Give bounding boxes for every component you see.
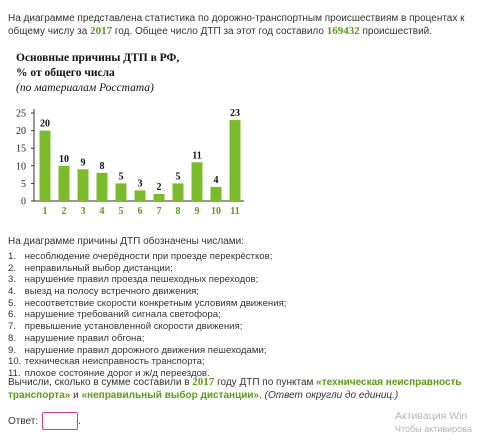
list-item: 7. превышение установленной скорости дви… bbox=[8, 321, 243, 333]
intro-year: 2017 bbox=[90, 25, 113, 37]
bar bbox=[153, 193, 165, 201]
list-item: 9. нарушение правил дорожного движения п… bbox=[8, 344, 267, 356]
bar bbox=[134, 190, 146, 201]
answer-row: Ответ: . bbox=[8, 412, 81, 430]
question-text: Вычисли, сколько в сумме составили в 201… bbox=[8, 376, 462, 401]
windows-activation-watermark: Активация Win Чтобы активирова bbox=[395, 410, 472, 433]
bar-value-label: 9 bbox=[81, 157, 86, 168]
bar-value-label: 4 bbox=[214, 175, 219, 186]
question-year: 2017 bbox=[192, 376, 215, 388]
intro-text: На диаграмме представлена статистика по … bbox=[8, 13, 465, 37]
list-item: 4. выезд на полосу встречного движения; bbox=[8, 286, 199, 298]
x-tick-label: 4 bbox=[100, 206, 105, 217]
bar bbox=[115, 183, 127, 201]
list-item: 2. неправильный выбор дистанции; bbox=[8, 262, 173, 274]
list-item: 5. несоответствие скорости конкретным ус… bbox=[8, 297, 287, 309]
question-item-2: «неправильный выбор дистанции» bbox=[81, 390, 260, 401]
bar bbox=[229, 120, 241, 201]
y-tick-label: 25 bbox=[16, 109, 26, 120]
list-item: 3. нарушение правил проезда пешеходных п… bbox=[8, 274, 259, 286]
watermark-line-1: Активация Win bbox=[395, 410, 468, 422]
y-tick-label: 20 bbox=[16, 126, 26, 137]
y-tick-label: 5 bbox=[21, 179, 26, 190]
bar bbox=[96, 172, 108, 201]
chart-bars bbox=[39, 120, 241, 201]
problem-intro: На диаграмме представлена статистика по … bbox=[8, 12, 498, 38]
bar-value-label: 5 bbox=[176, 171, 181, 182]
chart-source-note: (по материалам Росстата) bbox=[16, 82, 154, 94]
x-tick-label: 7 bbox=[157, 206, 162, 217]
answer-input[interactable] bbox=[42, 412, 79, 430]
bar bbox=[210, 186, 222, 201]
bar-value-label: 20 bbox=[40, 119, 50, 130]
list-item: 1. несоблюдение очерёдности при проезде … bbox=[8, 251, 273, 262]
list-item: 10. техническая неисправность транспорта… bbox=[8, 356, 205, 368]
answer-suffix: . bbox=[78, 415, 81, 427]
list-item: 11. плохое состояние дорог и ж/д переезд… bbox=[8, 367, 210, 379]
question-item-1: «техническая неисправность транспорта» bbox=[8, 377, 462, 401]
bar-value-label: 10 bbox=[59, 154, 69, 165]
x-tick-label: 9 bbox=[195, 206, 200, 217]
x-tick-label: 10 bbox=[211, 206, 221, 217]
bar-value-label: 11 bbox=[192, 150, 201, 161]
y-tick-label: 15 bbox=[16, 144, 26, 155]
bar-value-label: 5 bbox=[119, 171, 124, 182]
x-tick-label: 3 bbox=[81, 206, 86, 217]
chart-title-block: Основные причины ДТП в РФ, % от общего ч… bbox=[16, 51, 179, 96]
x-tick-label: 11 bbox=[230, 206, 239, 217]
bar-chart: 0 5 10 15 20 25 20 1 10 2 9 3 8 4 5 5 3 6 2 7 5 8 11 9 4 10 23 11 bbox=[16, 108, 244, 217]
x-tick-label: 6 bbox=[138, 206, 143, 217]
intro-text-middle: год. Общее число ДТП за этот год состави… bbox=[112, 26, 327, 37]
chart-title: Основные причины ДТП в РФ, bbox=[16, 52, 180, 64]
x-tick-label: 8 bbox=[176, 206, 181, 217]
bar bbox=[39, 130, 51, 201]
y-tick-label: 10 bbox=[16, 161, 26, 172]
bar bbox=[191, 162, 203, 201]
x-tick-label: 2 bbox=[62, 206, 67, 217]
intro-text-end: происшествий. bbox=[359, 26, 433, 37]
answer-label: Ответ: bbox=[8, 415, 39, 427]
bar-value-label: 3 bbox=[138, 178, 143, 189]
intro-total: 169432 bbox=[326, 25, 360, 37]
watermark-line-2: Чтобы активирова bbox=[395, 424, 472, 433]
y-tick-label: 0 bbox=[21, 197, 26, 208]
list-item: 8. нарушение правил обгона; bbox=[8, 332, 145, 344]
reasons-list: 1. несоблюдение очерёдности при проезде … bbox=[8, 251, 286, 380]
bar bbox=[172, 183, 184, 201]
bar-value-label: 8 bbox=[100, 161, 105, 172]
bar-value-label: 2 bbox=[157, 182, 162, 193]
question-note: (Ответ округли до единиц.) bbox=[264, 390, 399, 401]
x-tick-label: 1 bbox=[43, 206, 48, 217]
x-tick-label: 5 bbox=[119, 206, 124, 217]
legend-intro: На диаграмме причины ДТП обозначены числ… bbox=[8, 236, 244, 247]
list-item: 6. нарушение требований сигнала светофор… bbox=[8, 309, 221, 321]
chart-subtitle: % от общего числа bbox=[16, 67, 115, 79]
bar bbox=[58, 165, 70, 201]
chart-labels: 0 5 10 15 20 25 20 1 10 2 9 3 8 4 5 5 3 6 2 7 5 8 11 9 4 10 23 11 bbox=[16, 108, 240, 217]
bar-value-label: 23 bbox=[230, 108, 240, 119]
bar bbox=[77, 169, 89, 201]
